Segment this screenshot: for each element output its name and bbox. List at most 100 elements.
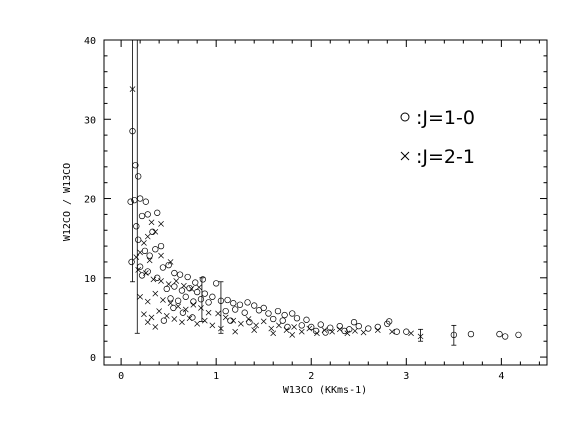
y-tick-label: 0 [90,353,96,364]
data-point-j2-1 [232,328,239,335]
data-point-j2-1 [144,319,151,326]
data-point-j1-0 [176,271,184,278]
data-point-j1-0 [146,252,153,259]
data-point-j2-1 [141,240,147,246]
data-point-j2-1 [360,329,367,336]
data-point-j2-1 [133,254,140,261]
data-point-j2-1 [205,309,212,316]
data-point-j1-0 [149,228,156,235]
data-point-j1-0 [194,288,201,296]
data-point-j1-0 [186,284,193,292]
data-point-j2-1 [270,330,277,337]
data-point-j2-1 [329,328,336,335]
data-point-j1-0 [279,317,286,324]
data-point-j2-1 [173,278,180,284]
data-point-j2-1 [289,332,296,338]
data-point-j2-1 [291,324,297,330]
data-point-j1-0 [209,293,216,300]
x-tick-label: 1 [213,371,219,382]
data-point-j2-1 [218,325,224,332]
data-point-j2-1 [181,282,187,289]
data-point-j1-0 [232,306,239,313]
data-point-j1-0 [135,173,142,180]
data-point-j2-1 [260,318,267,325]
data-point-j2-1 [198,305,204,311]
data-point-j2-1 [141,311,147,318]
data-point-j2-1 [298,328,305,335]
data-point-j1-0 [284,323,291,331]
data-point-j1-0 [129,128,136,135]
x-axis-label: W13CO (KKms-1) [283,385,367,396]
data-point-j1-0 [159,264,167,271]
data-point-j1-0 [170,304,177,312]
data-point-j2-1 [276,322,282,329]
legend-cross-marker-icon [400,151,410,161]
data-point-j2-1 [158,221,164,227]
data-point-j1-0 [236,301,244,308]
data-point-j1-0 [197,296,205,303]
data-point-j2-1 [238,320,244,327]
data-point-j1-0 [336,323,343,330]
data-point-j2-1 [245,316,252,322]
data-point-j2-1 [158,278,164,284]
x-tick-label: 0 [118,371,124,382]
data-point-j1-0 [355,323,362,330]
data-point-j1-0 [184,273,191,281]
legend: :J=1-0 :J=2-1 [400,107,475,168]
data-point-j1-0 [138,272,146,279]
y-tick-label: 10 [84,274,96,285]
data-point-j1-0 [127,198,134,205]
data-point-j1-0 [265,310,272,317]
data-point-j1-0 [141,247,149,255]
data-point-j1-0 [165,261,172,269]
data-point-j2-1 [194,320,201,327]
data-point-j1-0 [270,315,277,323]
data-point-j1-0 [303,316,310,323]
data-point-j1-0 [496,330,503,338]
data-point-j2-1 [142,270,149,276]
data-point-j2-1 [182,306,189,313]
data-point-j2-1 [152,290,159,297]
y-tick-label: 40 [84,36,96,47]
data-point-j2-1 [156,308,162,314]
data-point-j1-0 [298,322,305,329]
data-point-j1-0 [167,295,174,302]
data-point-j2-1 [163,313,170,319]
data-point-j1-0 [154,274,161,281]
y-tick-label: 20 [84,195,96,206]
data-point-j2-1 [152,324,159,330]
data-point-j2-1 [374,327,381,333]
data-point-j2-1 [144,233,151,240]
data-point-j1-0 [199,276,207,283]
data-point-j1-0 [308,323,315,331]
data-point-j1-0 [365,325,372,332]
data-point-j1-0 [133,223,140,230]
data-point-j2-1 [188,286,195,292]
data-point-j2-1 [167,259,174,265]
data-point-j2-1 [148,314,155,321]
data-point-j1-0 [386,318,393,325]
data-point-j1-0 [251,302,258,309]
data-point-j1-0 [142,198,149,205]
data-point-j2-1 [344,330,351,337]
data-point-j2-1 [129,86,136,92]
data-point-j1-0 [293,315,301,322]
data-point-j1-0 [201,290,208,297]
data-point-j2-1 [148,219,155,226]
data-point-j2-1 [268,325,275,332]
data-point-j1-0 [171,283,178,290]
data-point-j1-0 [224,296,231,304]
data-point-j1-0 [171,269,178,277]
data-point-j1-0 [393,328,400,335]
data-point-j1-0 [241,309,248,316]
data-point-j2-1 [158,252,164,259]
data-point-j2-1 [152,228,159,235]
data-point-j1-0 [154,209,161,216]
data-point-j1-0 [131,196,138,204]
data-point-j2-1 [135,267,142,273]
data-point-j2-1 [230,317,237,324]
data-point-j1-0 [175,297,182,304]
x-tick-label: 2 [308,371,314,382]
data-point-j1-0 [144,268,151,275]
data-point-j1-0 [244,299,251,306]
